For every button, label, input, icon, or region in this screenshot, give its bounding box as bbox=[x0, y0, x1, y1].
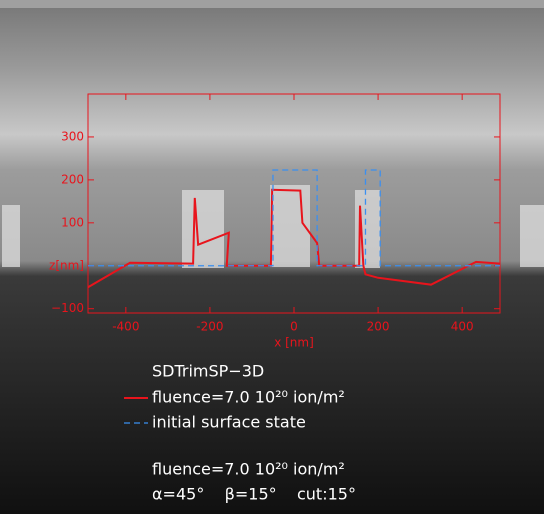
legend-label: initial surface state bbox=[152, 413, 306, 432]
x-tick-label: -200 bbox=[196, 320, 223, 334]
x-tick-label: 200 bbox=[367, 320, 390, 334]
top-band bbox=[0, 0, 544, 8]
y-tick-label: 200 bbox=[61, 172, 84, 186]
series-line bbox=[87, 188, 501, 289]
annotation: α=45° β=15° cut:15° bbox=[152, 485, 356, 504]
legend-label: fluence=7.0 10²⁰ ion/m² bbox=[152, 388, 345, 407]
y-tick-label: 300 bbox=[61, 129, 84, 143]
y-tick-label: 100 bbox=[61, 215, 84, 229]
x-tick-label: -400 bbox=[112, 320, 139, 334]
x-tick-label: 400 bbox=[451, 320, 474, 334]
chart-title: SDTrimSP−3D bbox=[152, 362, 264, 381]
x-axis-label: x [nm] bbox=[274, 336, 314, 350]
annotation: fluence=7.0 10²⁰ ion/m² bbox=[152, 460, 345, 479]
y-tick-label: −100 bbox=[51, 301, 84, 315]
y-tick-label: z[nm] bbox=[49, 258, 84, 272]
x-tick-label: 0 bbox=[290, 320, 298, 334]
series-line bbox=[88, 169, 500, 267]
